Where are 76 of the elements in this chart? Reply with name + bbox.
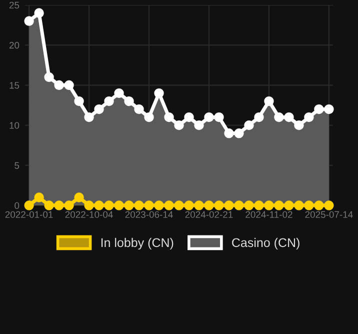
point bbox=[304, 200, 314, 210]
point bbox=[34, 192, 44, 202]
x-tick-label: 2024-02-21 bbox=[185, 211, 233, 218]
y-tick-label: 10 bbox=[10, 122, 20, 129]
point bbox=[264, 200, 274, 210]
point bbox=[144, 112, 154, 122]
point bbox=[214, 112, 224, 122]
y-tick-label: 5 bbox=[14, 162, 20, 169]
point bbox=[184, 112, 194, 122]
point bbox=[304, 112, 314, 122]
point bbox=[254, 200, 264, 210]
x-tick-label: 2024-11-02 bbox=[246, 211, 292, 218]
y-tick-label: 25 bbox=[9, 2, 20, 9]
y-tick-label: 0 bbox=[14, 202, 20, 209]
point bbox=[114, 88, 124, 98]
point bbox=[34, 8, 44, 18]
point bbox=[74, 96, 84, 106]
point bbox=[134, 104, 144, 114]
point bbox=[24, 200, 34, 210]
point bbox=[54, 200, 64, 210]
point bbox=[114, 200, 124, 210]
point bbox=[274, 200, 284, 210]
point bbox=[74, 192, 84, 202]
point bbox=[214, 200, 224, 210]
point bbox=[104, 200, 114, 210]
point bbox=[94, 200, 104, 210]
point bbox=[154, 88, 164, 98]
point bbox=[224, 200, 234, 210]
point bbox=[124, 200, 134, 210]
point bbox=[244, 200, 254, 210]
point bbox=[134, 200, 144, 210]
x-tick-label: 2022-10-04 bbox=[65, 211, 113, 218]
point bbox=[64, 80, 74, 90]
point bbox=[324, 200, 334, 210]
point bbox=[234, 200, 244, 210]
point bbox=[254, 112, 264, 122]
point bbox=[64, 200, 74, 210]
point bbox=[224, 128, 234, 138]
point bbox=[284, 112, 294, 122]
point bbox=[44, 72, 54, 82]
point bbox=[314, 200, 324, 210]
point bbox=[204, 112, 214, 122]
y-tick-label: 15 bbox=[10, 82, 20, 89]
point bbox=[144, 200, 154, 210]
point bbox=[244, 120, 254, 130]
point bbox=[84, 112, 94, 122]
point bbox=[84, 200, 94, 210]
x-tick-label: 2022-01-01 bbox=[5, 211, 53, 218]
point bbox=[174, 120, 184, 130]
legend-label: Casino (CN) bbox=[232, 238, 300, 250]
point bbox=[264, 96, 274, 106]
point bbox=[24, 16, 34, 26]
legend-label: In lobby (CN) bbox=[101, 238, 174, 250]
point bbox=[104, 96, 114, 106]
point bbox=[54, 80, 64, 90]
point bbox=[44, 200, 54, 210]
y-tick-label: 20 bbox=[9, 42, 20, 49]
point bbox=[164, 200, 174, 210]
point bbox=[154, 200, 164, 210]
point bbox=[184, 200, 194, 210]
point bbox=[234, 128, 244, 138]
point bbox=[94, 104, 104, 114]
point bbox=[314, 104, 324, 114]
point bbox=[294, 120, 304, 130]
point bbox=[124, 96, 134, 106]
x-tick-label: 2023-06-14 bbox=[125, 211, 173, 218]
point bbox=[194, 200, 204, 210]
x-tick-label: 2025-07-14 bbox=[305, 211, 353, 218]
point bbox=[274, 112, 284, 122]
point bbox=[174, 200, 184, 210]
point bbox=[284, 200, 294, 210]
point bbox=[324, 104, 334, 114]
point bbox=[194, 120, 204, 130]
point bbox=[164, 112, 174, 122]
point bbox=[204, 200, 214, 210]
point bbox=[294, 200, 304, 210]
